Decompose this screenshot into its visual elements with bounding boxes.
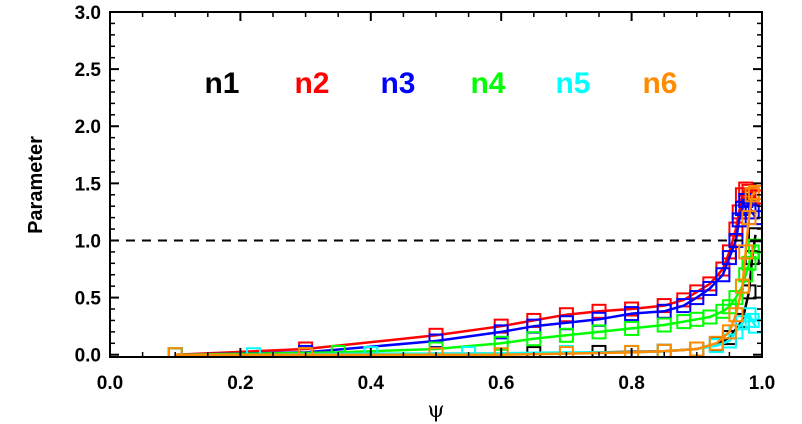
x-tick-label: 0.6 bbox=[488, 373, 514, 394]
y-tick-labels: 0.0 0.5 1.0 1.5 2.0 2.5 3.0 bbox=[75, 3, 102, 367]
y-tick-label: 3.0 bbox=[75, 3, 101, 24]
series-line-n2 bbox=[175, 187, 757, 356]
x-tick-label: 0.8 bbox=[618, 373, 644, 394]
data-point-n3 bbox=[731, 212, 747, 228]
x-tick-label: 1.0 bbox=[749, 373, 775, 394]
data-point-n6 bbox=[558, 346, 574, 358]
series-line-n4 bbox=[175, 245, 757, 356]
data-point-n6 bbox=[734, 278, 750, 294]
legend-entry-n2: n2 bbox=[294, 67, 329, 100]
series-n3 bbox=[167, 192, 762, 358]
data-point-n6 bbox=[298, 347, 314, 358]
x-tick-label: 0.4 bbox=[358, 373, 385, 394]
data-point-n6 bbox=[624, 344, 640, 358]
y-tick-label: 1.5 bbox=[75, 174, 102, 195]
data-point-n4 bbox=[558, 327, 574, 343]
legend-entry-n6: n6 bbox=[642, 67, 677, 100]
data-point-n3 bbox=[493, 324, 509, 340]
data-point-n2 bbox=[591, 303, 607, 319]
y-tick-label: 0.5 bbox=[75, 289, 102, 310]
ticks-layer bbox=[109, 11, 763, 357]
y-axis-title: Parameter bbox=[25, 136, 47, 234]
y-tick-label: 0.0 bbox=[75, 346, 101, 367]
data-point-n3 bbox=[689, 290, 705, 306]
x-axis-title: ψ bbox=[427, 398, 444, 423]
data-point-n6 bbox=[708, 335, 724, 351]
data-point-n6 bbox=[428, 347, 444, 358]
data-point-n4 bbox=[741, 255, 757, 271]
x-tick-label: 0.2 bbox=[227, 373, 253, 394]
legend-entry-n1: n1 bbox=[204, 67, 239, 100]
y-tick-label: 2.5 bbox=[75, 60, 102, 81]
data-point-n4 bbox=[624, 320, 640, 336]
legend: n1 n2 n3 n4 n5 n6 bbox=[204, 67, 677, 100]
legend-entry-n4: n4 bbox=[470, 67, 505, 100]
series-n1 bbox=[167, 227, 762, 358]
y-tick-label: 1.0 bbox=[75, 231, 101, 252]
data-point-n6 bbox=[741, 210, 757, 226]
data-point-n4 bbox=[330, 344, 346, 358]
x-tick-label: 0.0 bbox=[97, 373, 123, 394]
data-point-n6 bbox=[167, 347, 183, 358]
data-point-n2 bbox=[558, 307, 574, 323]
data-point-n4 bbox=[656, 317, 672, 333]
data-point-n6 bbox=[738, 244, 754, 260]
data-point-n4 bbox=[526, 331, 542, 347]
series-layer bbox=[167, 181, 762, 358]
x-tick-labels: 0.0 0.2 0.4 0.6 0.8 1.0 bbox=[97, 373, 775, 394]
legend-entry-n5: n5 bbox=[555, 67, 590, 100]
data-point-n3 bbox=[715, 267, 731, 283]
data-point-n3 bbox=[721, 250, 737, 266]
data-point-n3 bbox=[676, 298, 692, 314]
data-point-n4 bbox=[738, 267, 754, 283]
data-point-n6 bbox=[728, 307, 744, 323]
data-point-n6 bbox=[721, 324, 737, 340]
data-point-n4 bbox=[591, 324, 607, 340]
legend-entry-n3: n3 bbox=[380, 67, 415, 100]
series-n6 bbox=[167, 184, 762, 358]
series-n2 bbox=[167, 181, 762, 358]
y-tick-label: 2.0 bbox=[75, 117, 101, 138]
series-line-n5 bbox=[175, 312, 757, 356]
series-line-n3 bbox=[175, 197, 757, 356]
data-point-n3 bbox=[624, 306, 640, 322]
series-n4 bbox=[167, 238, 762, 358]
data-point-n3 bbox=[702, 280, 718, 296]
